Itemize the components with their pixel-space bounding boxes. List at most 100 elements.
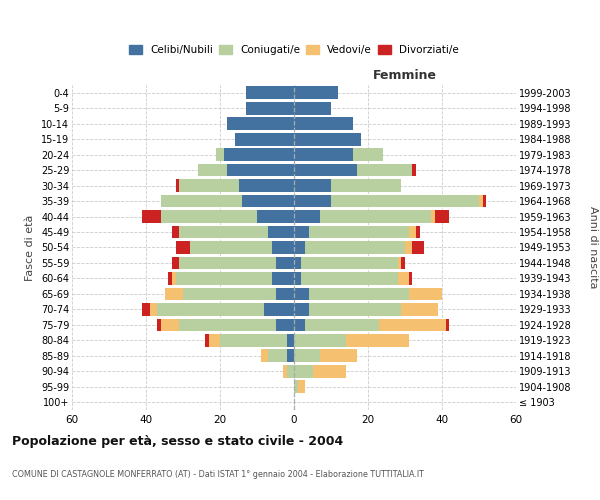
Bar	[179, 318, 275, 331]
Bar	[176, 241, 190, 254]
Bar	[235, 133, 294, 145]
Bar	[142, 210, 161, 223]
Text: Popolazione per età, sesso e stato civile - 2004: Popolazione per età, sesso e stato civil…	[12, 435, 343, 448]
Bar	[301, 272, 398, 285]
Bar	[294, 318, 305, 331]
Bar	[305, 241, 405, 254]
Bar	[172, 226, 179, 238]
Bar	[161, 318, 179, 331]
Bar	[272, 272, 294, 285]
Bar	[190, 241, 272, 254]
Bar	[346, 334, 409, 346]
Bar	[416, 226, 420, 238]
Bar	[309, 288, 409, 300]
Bar	[161, 210, 257, 223]
Text: Femmine: Femmine	[373, 68, 437, 82]
Bar	[164, 288, 183, 300]
Bar	[275, 256, 294, 270]
Bar	[401, 256, 405, 270]
Bar	[161, 194, 242, 207]
Bar	[287, 365, 294, 378]
Bar	[268, 226, 294, 238]
Bar	[294, 210, 320, 223]
Bar	[239, 179, 294, 192]
Bar	[179, 256, 275, 270]
Bar	[305, 318, 379, 331]
Bar	[275, 318, 294, 331]
Bar	[294, 380, 298, 393]
Bar	[446, 318, 449, 331]
Bar	[409, 226, 416, 238]
Bar	[209, 334, 220, 346]
Bar	[205, 334, 209, 346]
Y-axis label: Fasce di età: Fasce di età	[25, 214, 35, 280]
Bar	[409, 288, 442, 300]
Bar	[357, 164, 412, 176]
Bar	[272, 241, 294, 254]
Bar	[434, 210, 449, 223]
Bar	[157, 303, 265, 316]
Bar	[275, 288, 294, 300]
Bar	[401, 303, 438, 316]
Bar	[294, 118, 353, 130]
Bar	[320, 210, 431, 223]
Legend: Celibi/Nubili, Coniugati/e, Vedovi/e, Divorziati/e: Celibi/Nubili, Coniugati/e, Vedovi/e, Di…	[129, 44, 459, 55]
Bar	[268, 350, 287, 362]
Bar	[294, 86, 338, 99]
Bar	[287, 334, 294, 346]
Bar	[294, 148, 353, 161]
Bar	[405, 241, 412, 254]
Bar	[257, 210, 294, 223]
Bar	[176, 272, 272, 285]
Bar	[409, 272, 412, 285]
Bar	[320, 350, 357, 362]
Bar	[379, 318, 446, 331]
Bar	[294, 194, 331, 207]
Bar	[142, 303, 150, 316]
Bar	[298, 380, 305, 393]
Bar	[216, 148, 224, 161]
Bar	[294, 133, 361, 145]
Bar	[294, 334, 346, 346]
Bar	[246, 102, 294, 115]
Bar	[294, 365, 313, 378]
Bar	[294, 102, 331, 115]
Bar	[283, 365, 287, 378]
Bar	[287, 350, 294, 362]
Bar	[331, 194, 479, 207]
Bar	[398, 272, 409, 285]
Bar	[172, 256, 179, 270]
Bar	[294, 288, 309, 300]
Bar	[220, 334, 287, 346]
Bar	[431, 210, 434, 223]
Bar	[176, 179, 179, 192]
Bar	[172, 272, 176, 285]
Bar	[179, 226, 268, 238]
Bar	[482, 194, 487, 207]
Bar	[294, 226, 309, 238]
Bar	[198, 164, 227, 176]
Bar	[294, 164, 357, 176]
Bar	[294, 241, 305, 254]
Bar	[398, 256, 401, 270]
Bar	[179, 179, 239, 192]
Y-axis label: Anni di nascita: Anni di nascita	[588, 206, 598, 288]
Bar	[242, 194, 294, 207]
Bar	[301, 256, 398, 270]
Bar	[294, 303, 309, 316]
Bar	[313, 365, 346, 378]
Text: COMUNE DI CASTAGNOLE MONFERRATO (AT) - Dati ISTAT 1° gennaio 2004 - Elaborazione: COMUNE DI CASTAGNOLE MONFERRATO (AT) - D…	[12, 470, 424, 479]
Bar	[294, 179, 331, 192]
Bar	[261, 350, 268, 362]
Bar	[183, 288, 275, 300]
Bar	[331, 179, 401, 192]
Bar	[294, 272, 301, 285]
Bar	[150, 303, 157, 316]
Bar	[294, 256, 301, 270]
Bar	[294, 350, 320, 362]
Bar	[246, 86, 294, 99]
Bar	[309, 226, 409, 238]
Bar	[309, 303, 401, 316]
Bar	[224, 148, 294, 161]
Bar	[412, 164, 416, 176]
